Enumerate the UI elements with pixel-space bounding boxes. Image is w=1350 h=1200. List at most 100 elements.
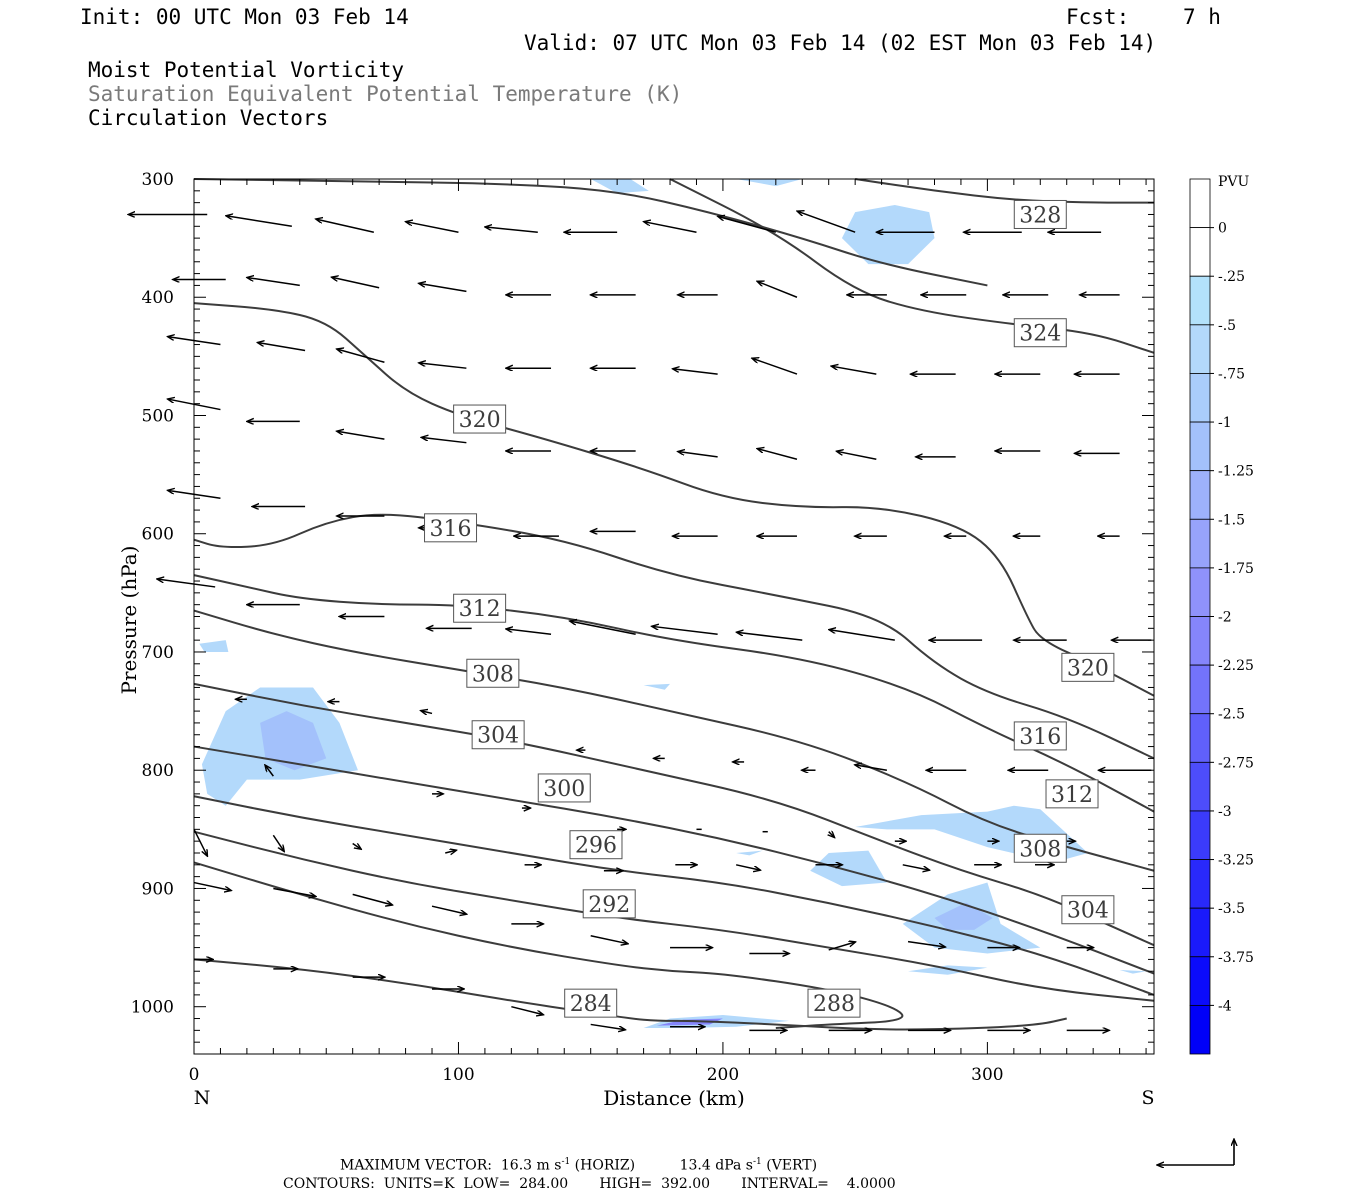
x-tick-label: 0	[189, 1065, 200, 1085]
circulation-vector	[828, 942, 855, 951]
circulation-vector	[420, 284, 467, 293]
colorbar-level-label: -3.75	[1218, 950, 1254, 966]
circulation-vector	[431, 905, 466, 914]
y-tick-label: 300	[142, 170, 174, 190]
theta-e-contour	[193, 513, 1155, 760]
mpv-shaded-region	[736, 179, 803, 187]
mpv-shaded-region	[260, 711, 327, 771]
svg-text:284: 284	[570, 992, 612, 1017]
colorbar-swatch	[1189, 227, 1211, 277]
contour-label: 316	[1013, 721, 1067, 751]
x-end-label-south: S	[1141, 1087, 1154, 1109]
theta-e-contour	[193, 574, 1155, 813]
theta-e-contour	[669, 178, 1155, 354]
circulation-vector	[422, 711, 433, 714]
circulation-vector	[158, 579, 216, 588]
colorbar-level-label: -3.25	[1218, 853, 1254, 869]
theta-e-contour	[193, 795, 1155, 996]
circulation-vector	[571, 621, 636, 635]
contour-label: 284	[564, 988, 618, 1018]
mpv-shaded-region	[643, 683, 671, 690]
circulation-vector	[227, 216, 292, 228]
colorbar-level-label: -3.5	[1218, 901, 1245, 917]
colorbar-level-label: -.75	[1218, 366, 1245, 382]
circulation-vector	[272, 834, 283, 851]
circulation-vector	[248, 278, 300, 287]
contour-label: 296	[569, 830, 623, 860]
reference-vector-icon	[1158, 1140, 1234, 1165]
colorbar-level-label: -2	[1218, 610, 1232, 626]
circulation-vector	[486, 227, 538, 233]
circulation-vector	[511, 1005, 542, 1015]
circulation-vector	[352, 893, 392, 904]
forecast-hour: 7 h	[1183, 5, 1221, 29]
colorbar-swatch	[1189, 956, 1211, 1006]
circulation-vector	[406, 222, 459, 233]
max-horiz-unit-exp: -1	[561, 1157, 571, 1167]
circulation-vector	[735, 864, 759, 870]
svg-text:312: 312	[459, 597, 501, 622]
max-vector-label: MAXIMUM VECTOR:	[340, 1157, 492, 1174]
svg-text:328: 328	[1019, 203, 1061, 228]
svg-text:320: 320	[459, 408, 501, 433]
circulation-vector	[422, 437, 467, 444]
colorbar-swatch	[1189, 713, 1211, 763]
circulation-vector	[907, 940, 944, 947]
colorbar-swatch	[1189, 567, 1211, 617]
max-horiz-tag: (HORIZ)	[574, 1157, 636, 1174]
circulation-vector	[832, 366, 877, 375]
contour-label: 304	[1061, 895, 1115, 925]
colorbar-level-label: -.25	[1218, 269, 1245, 285]
circulation-vector	[420, 363, 467, 369]
max-horiz-value: 16.3 m s	[500, 1157, 562, 1174]
circulation-vector	[837, 451, 877, 460]
colorbar-swatch	[1189, 616, 1211, 666]
colorbar-level-label: -.5	[1218, 318, 1236, 334]
circulation-vector	[829, 832, 834, 837]
circulation-vector	[317, 219, 375, 233]
colorbar-level-label: -3	[1218, 804, 1232, 820]
mpv-shaded-region	[908, 965, 988, 975]
plot-frame	[193, 178, 1155, 1055]
x-tick-label: 100	[442, 1065, 474, 1085]
circulation-vector	[273, 887, 315, 896]
circulation-vector	[338, 349, 385, 363]
circulation-vector	[644, 222, 697, 233]
colorbar-level-label: -2.25	[1218, 658, 1254, 674]
valid-time: Valid: 07 UTC Mon 03 Feb 14 (02 EST Mon …	[524, 31, 1157, 55]
colorbar-level-label: -1.25	[1218, 464, 1254, 480]
mpv-shaded-region	[736, 850, 763, 856]
contour-label: 316	[424, 513, 478, 543]
circulation-vector	[338, 431, 385, 440]
colorbar-level-label: -1.75	[1218, 561, 1254, 577]
y-tick-label: 900	[142, 879, 174, 899]
x-end-label-north: N	[194, 1087, 211, 1109]
circulation-vector	[902, 864, 929, 870]
colorbar-swatch	[1189, 324, 1211, 374]
x-axis-label: Distance (km)	[603, 1086, 745, 1110]
max-vert-value: 13.4 dPa s	[679, 1157, 753, 1174]
theta-e-contour	[855, 178, 1154, 204]
mpv-shaded-region	[841, 205, 935, 265]
circulation-vector	[507, 629, 552, 635]
theta-e-contour	[193, 178, 988, 287]
colorbar-level-label: -1.5	[1218, 512, 1245, 528]
contour-label: 308	[466, 658, 520, 688]
svg-text:300: 300	[543, 777, 585, 802]
colorbar-swatch	[1189, 518, 1211, 569]
colorbar-swatch	[1189, 178, 1211, 229]
contour-label: 324	[1013, 318, 1067, 348]
mpv-shaded-region	[934, 902, 993, 930]
svg-text:296: 296	[575, 834, 617, 859]
contour-label: 308	[1013, 833, 1067, 863]
svg-text:324: 324	[1019, 322, 1061, 347]
field-title-mpv: Moist Potential Vorticity	[88, 58, 405, 82]
svg-text:312: 312	[1051, 783, 1093, 808]
circulation-vector	[830, 630, 895, 641]
mpv-shaded-region	[810, 850, 887, 887]
contour-label: 288	[807, 988, 861, 1018]
contour-label: 312	[1045, 779, 1099, 809]
theta-e-contour	[193, 682, 1155, 947]
circulation-vector	[332, 277, 380, 289]
colorbar-swatch	[1189, 664, 1211, 715]
